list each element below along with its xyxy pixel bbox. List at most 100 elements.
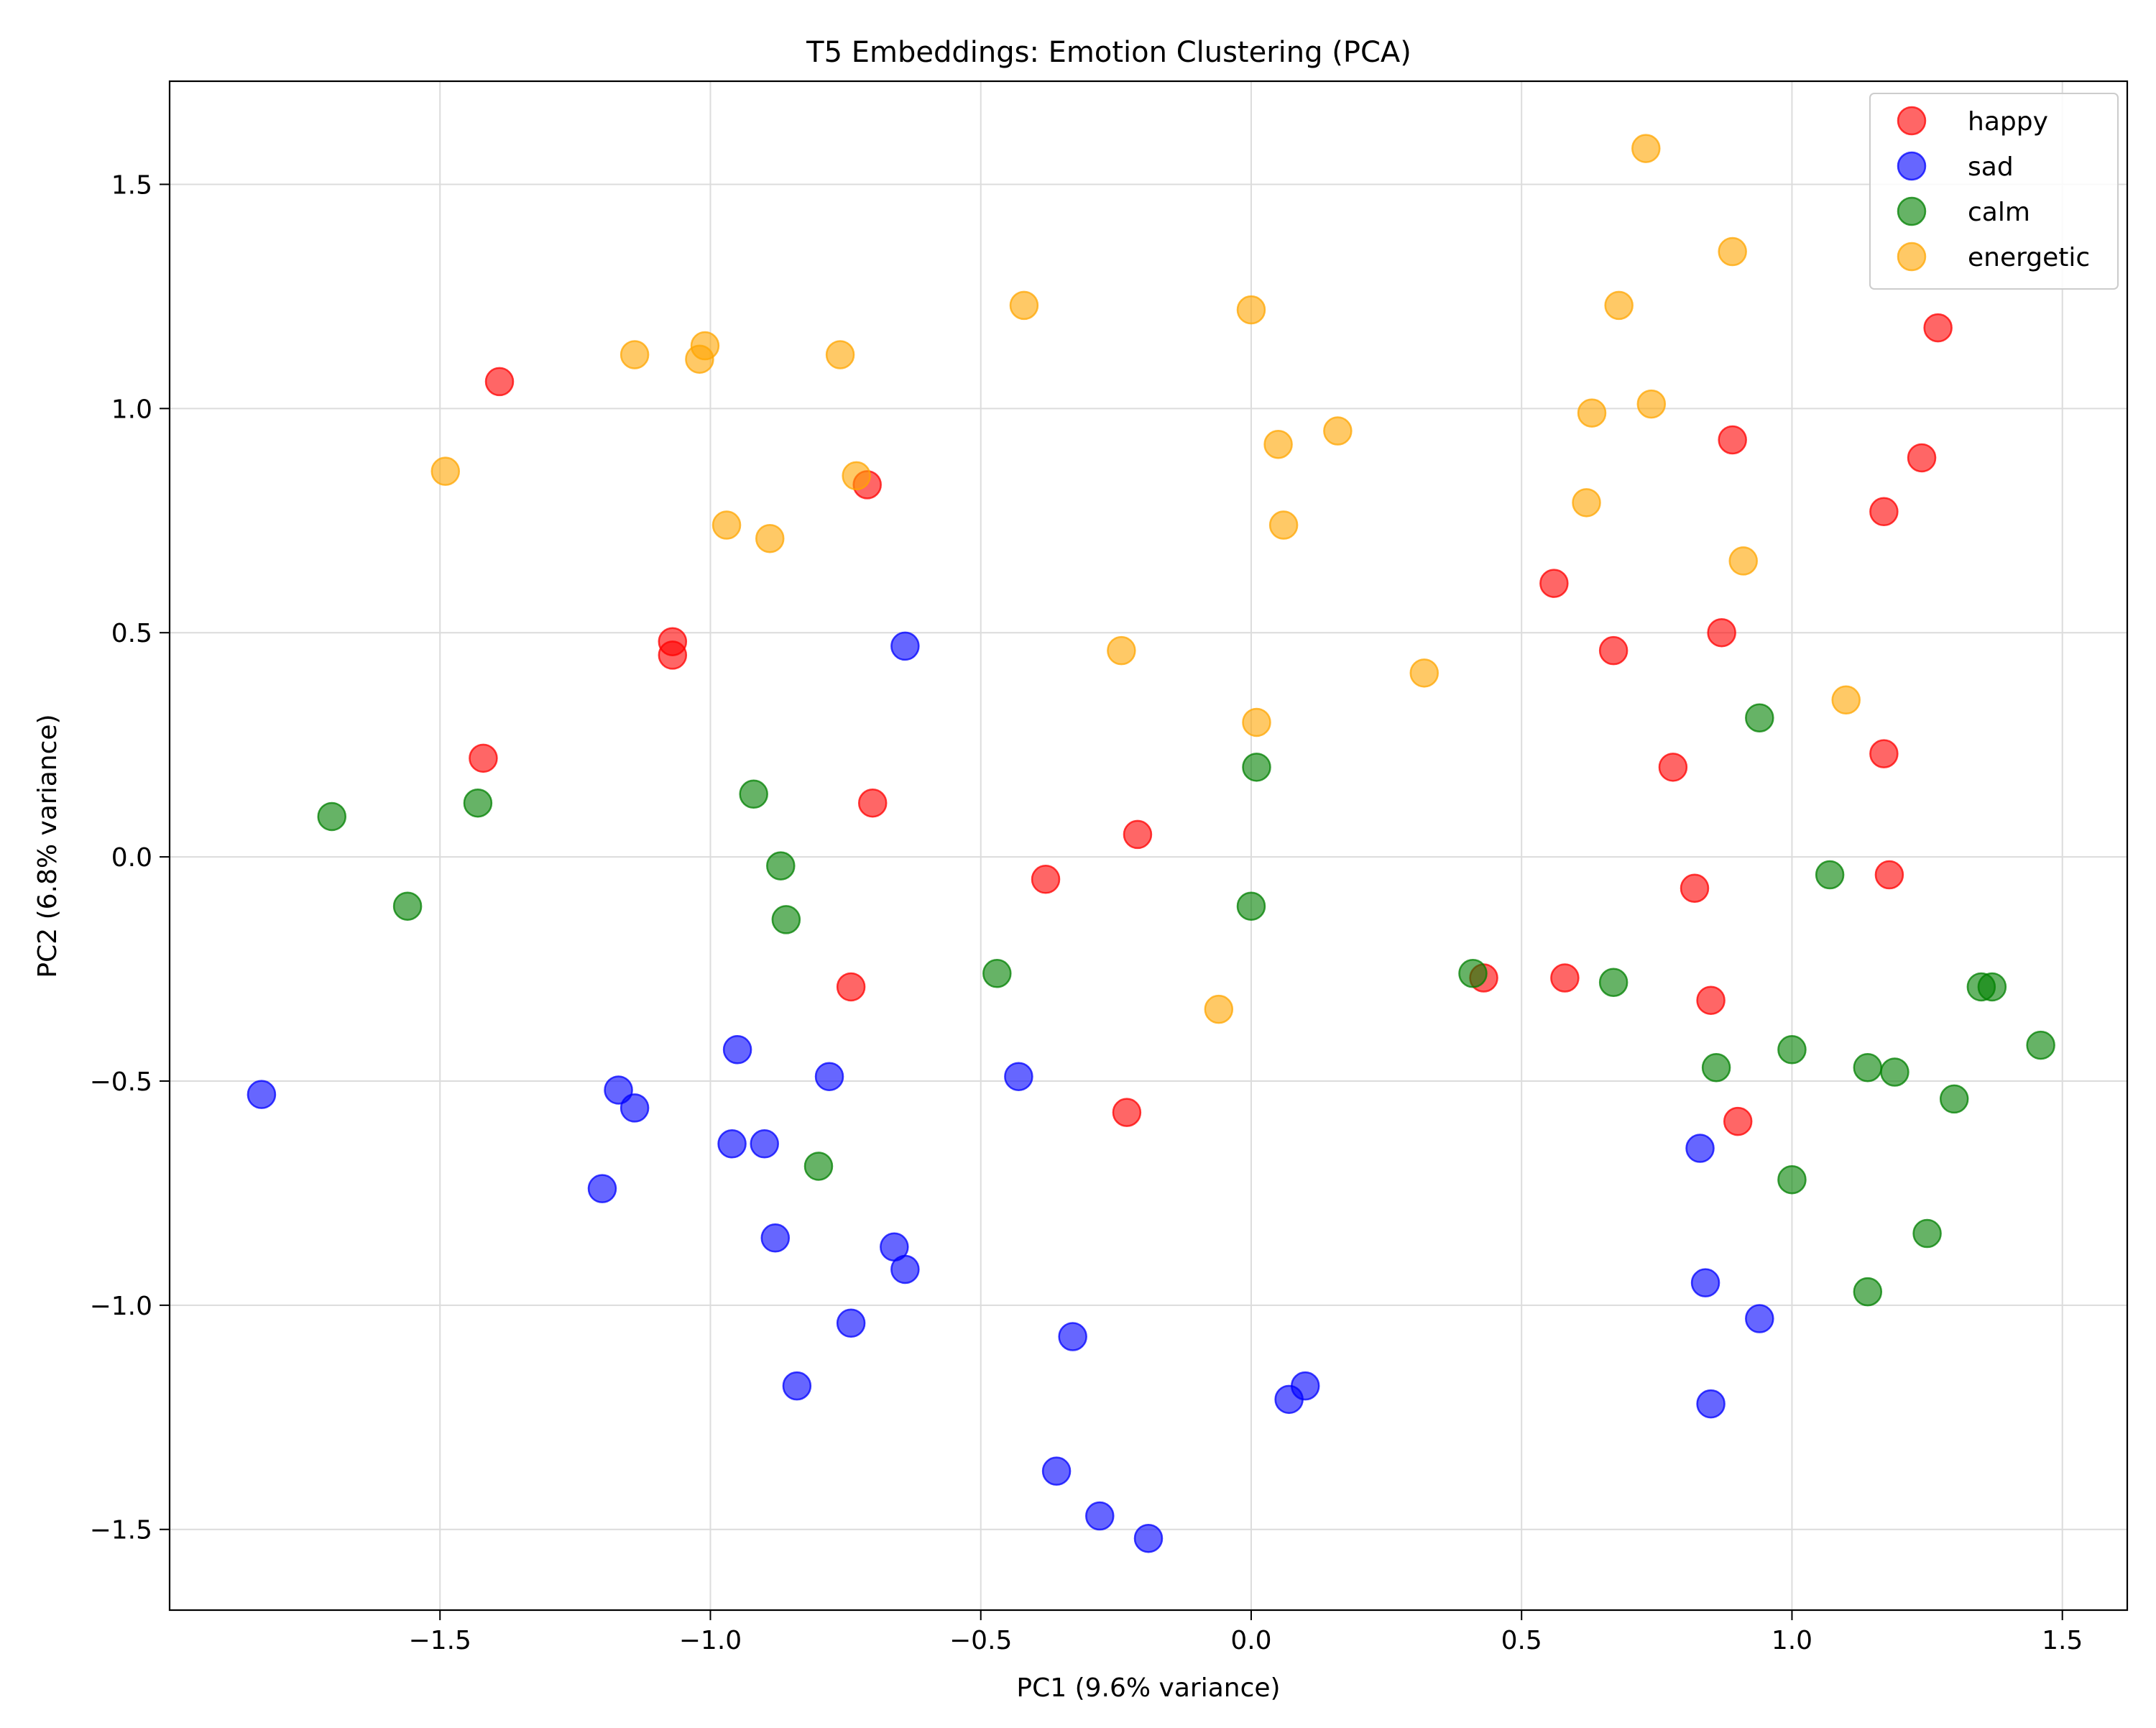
legend: happy sad calm energetic (1869, 93, 2119, 290)
y-tick-label: 1.5 (111, 170, 152, 200)
data-point-energetic (1631, 134, 1661, 163)
x-tick-label: −1.0 (679, 1626, 742, 1655)
data-point-energetic (619, 340, 650, 369)
data-point-sad (1085, 1501, 1115, 1531)
legend-marker-sad (1897, 151, 1927, 181)
data-point-energetic (1242, 707, 1271, 737)
x-tick-label: 1.5 (2042, 1626, 2083, 1655)
data-point-happy (1123, 819, 1153, 850)
data-point-calm (392, 891, 423, 921)
data-point-energetic (1409, 658, 1439, 688)
data-point-sad (1004, 1062, 1033, 1091)
legend-marker-calm (1897, 196, 1927, 226)
data-point-energetic (842, 461, 871, 491)
legend-label-energetic: energetic (1968, 243, 2090, 272)
data-point-happy (1112, 1098, 1142, 1127)
data-point-happy (1550, 963, 1580, 993)
data-point-sad (814, 1062, 844, 1091)
data-point-energetic (1268, 510, 1299, 540)
series-energetic (430, 134, 1861, 1024)
y-tick-label: −0.5 (90, 1067, 152, 1097)
data-point-happy (1869, 497, 1899, 527)
chart-title: T5 Embeddings: Emotion Clustering (PCA) (806, 36, 1411, 69)
data-point-sad (782, 1371, 812, 1401)
data-point-energetic (1107, 635, 1136, 666)
data-point-sad (836, 1308, 866, 1338)
data-point-sad (890, 1254, 920, 1284)
data-point-sad (1290, 1371, 1320, 1401)
data-point-happy (1598, 635, 1628, 666)
data-point-sad (890, 631, 920, 661)
data-point-calm (1458, 959, 1488, 988)
data-point-happy (1696, 985, 1726, 1015)
axis-ticks: −1.5 −1.0 −0.5 0.0 0.5 1.0 1.5 −1.5 −1.0 −0.5 0.0 0… (90, 170, 2083, 1655)
data-point-energetic (1718, 236, 1747, 267)
x-tick-label: −1.5 (409, 1626, 471, 1655)
y-axis-label: PC2 (6.8% variance) (33, 714, 63, 978)
data-point-happy (1031, 865, 1061, 894)
data-point-sad (1058, 1322, 1087, 1351)
x-tick-label: 0.0 (1230, 1626, 1271, 1655)
data-point-energetic (1577, 398, 1607, 428)
data-point-energetic (1236, 295, 1266, 325)
y-tick-label: −1.0 (90, 1292, 152, 1321)
data-point-calm (1777, 1164, 1807, 1195)
data-point-calm (1745, 703, 1774, 732)
data-point-sad (1696, 1389, 1726, 1419)
data-point-happy (1707, 617, 1736, 648)
data-point-energetic (755, 523, 785, 553)
data-point-sad (1133, 1523, 1164, 1553)
data-point-happy (836, 972, 866, 1002)
x-axis-label: PC1 (9.6% variance) (1016, 1673, 1280, 1703)
data-point-calm (1815, 860, 1845, 890)
data-point-happy (1718, 425, 1747, 455)
data-point-happy (1539, 569, 1569, 598)
series-sad (247, 631, 1774, 1553)
data-point-happy (1923, 313, 1953, 343)
data-point-happy (1869, 739, 1899, 768)
series-happy (469, 313, 1953, 1136)
data-point-calm (739, 779, 768, 809)
data-point-calm (1880, 1057, 1909, 1087)
data-point-calm (1242, 753, 1271, 782)
legend-box (1869, 93, 2119, 290)
y-tick-label: −1.5 (90, 1516, 152, 1545)
data-point-calm (803, 1152, 834, 1181)
data-point-sad (247, 1080, 277, 1109)
grid (170, 81, 2127, 1610)
series-calm (317, 703, 2055, 1307)
data-point-happy (857, 788, 888, 818)
data-point-calm (1939, 1084, 1969, 1114)
data-point-energetic (711, 510, 742, 540)
y-tick-label: 0.0 (111, 843, 152, 873)
data-point-calm (1853, 1053, 1883, 1083)
data-point-calm (463, 788, 493, 818)
y-tick-label: 0.5 (111, 619, 152, 648)
data-point-energetic (1323, 416, 1353, 446)
data-point-calm (766, 851, 796, 881)
data-point-calm (2026, 1030, 2055, 1060)
data-point-energetic (1831, 685, 1861, 715)
legend-label-happy: happy (1968, 107, 2048, 137)
y-tick-label: 1.0 (111, 395, 152, 424)
data-point-happy (1680, 873, 1710, 904)
legend-marker-happy (1897, 106, 1927, 136)
data-point-energetic (1263, 429, 1293, 459)
data-point-energetic (1572, 488, 1601, 518)
data-point-sad (750, 1129, 779, 1159)
data-point-calm (982, 959, 1012, 988)
data-point-sad (1745, 1304, 1774, 1333)
data-point-calm (1701, 1053, 1731, 1083)
data-point-sad (717, 1129, 747, 1159)
data-point-calm (1777, 1035, 1807, 1065)
data-point-happy (1874, 860, 1904, 890)
data-point-energetic (685, 344, 714, 374)
data-point-energetic (825, 340, 855, 369)
data-point-calm (1853, 1277, 1883, 1307)
data-point-calm (1236, 891, 1266, 921)
data-point-energetic (1636, 389, 1667, 419)
x-tick-label: 0.5 (1501, 1626, 1542, 1655)
